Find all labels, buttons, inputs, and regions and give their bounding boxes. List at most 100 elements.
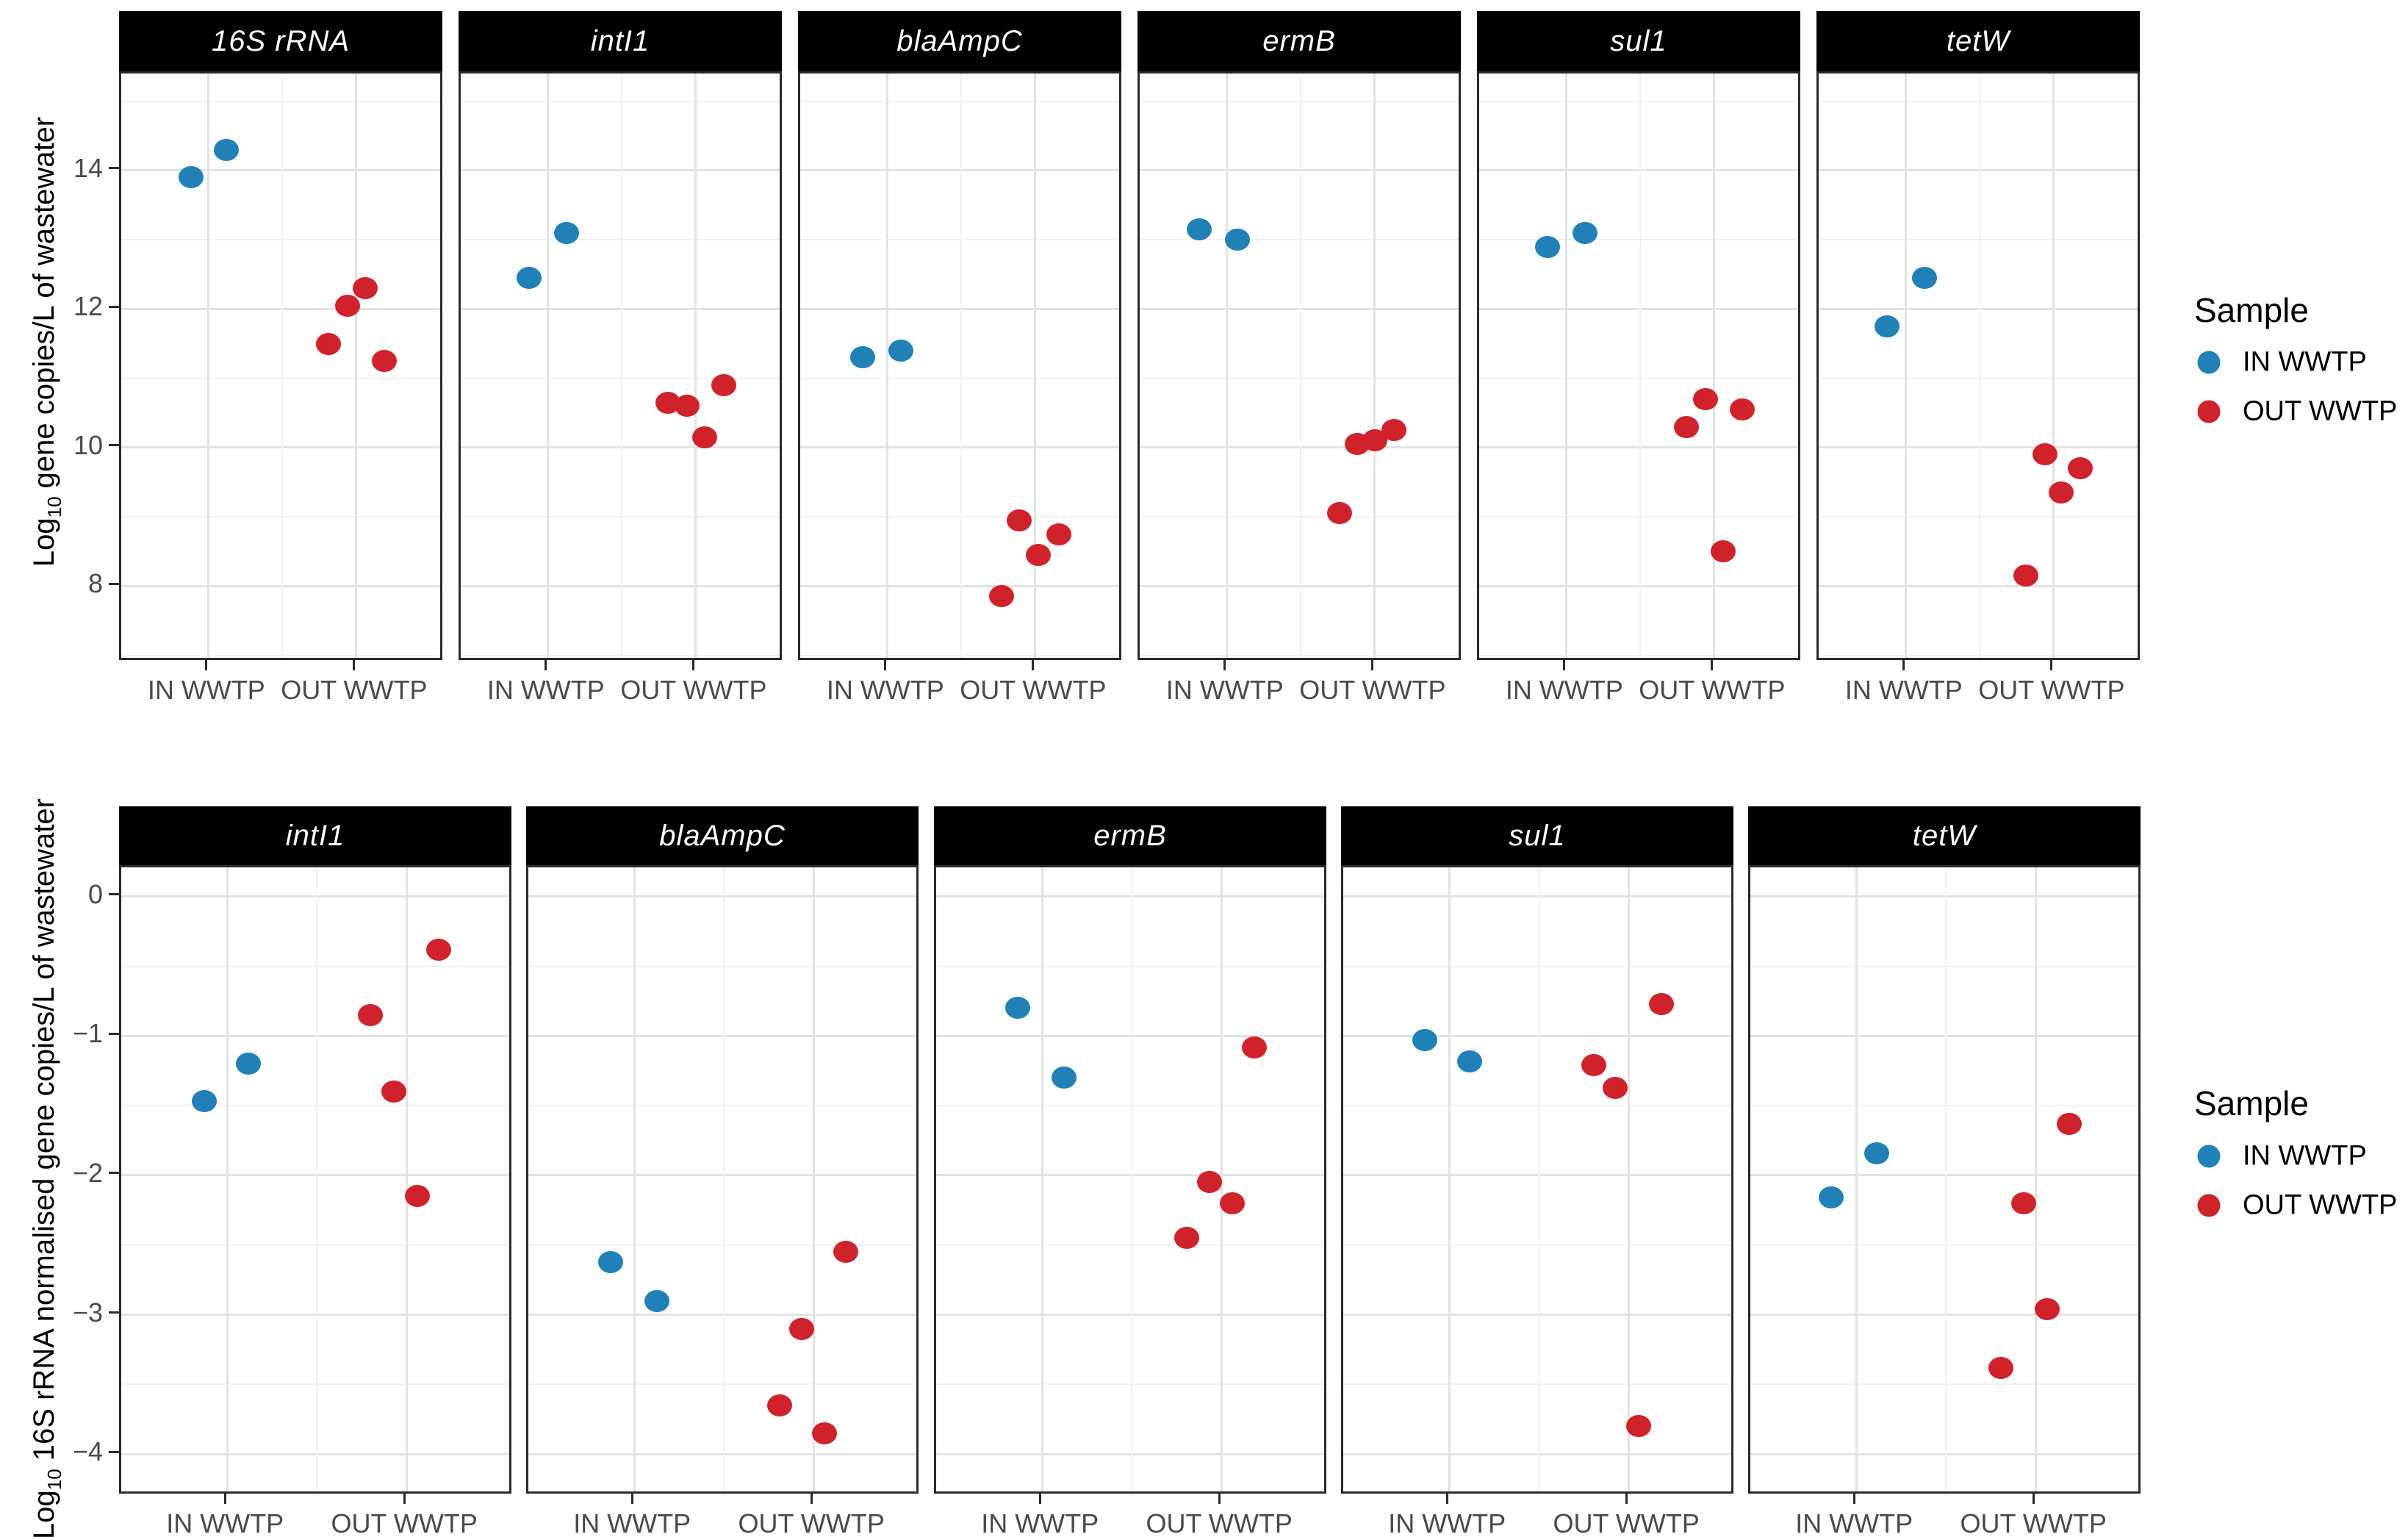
data-point	[1005, 997, 1031, 1020]
gridline-major-horizontal	[1343, 1034, 1731, 1037]
gridline-minor-horizontal	[1140, 239, 1459, 241]
data-point	[1819, 1186, 1844, 1209]
y-tick-label: −3	[72, 1297, 103, 1328]
gridline-major-horizontal	[1479, 307, 1798, 310]
y-tick-mark	[109, 1450, 119, 1453]
data-point	[2034, 1297, 2060, 1320]
x-tick-mark	[2032, 1494, 2035, 1504]
data-point	[178, 166, 204, 189]
gridline-major-horizontal	[528, 1452, 916, 1455]
data-point	[789, 1317, 815, 1340]
x-tick-mark	[1032, 660, 1035, 670]
data-point	[1603, 1076, 1628, 1099]
gridline-major-horizontal	[461, 307, 780, 310]
y-tick-mark	[109, 1311, 119, 1314]
gridline-minor-horizontal	[461, 100, 780, 102]
gridline-major-vertical	[226, 867, 229, 1491]
x-tick-label: OUT WWTP	[1146, 1508, 1293, 1537]
gridline-minor-horizontal	[800, 654, 1119, 656]
legend-entry-label: OUT WWTP	[2243, 395, 2398, 427]
gridline-minor-horizontal	[1140, 100, 1459, 102]
data-point	[1864, 1142, 1890, 1164]
data-point	[598, 1250, 624, 1273]
data-point	[1196, 1171, 1222, 1194]
data-point	[2013, 565, 2038, 587]
data-point	[1710, 540, 1736, 563]
data-point	[1457, 1050, 1483, 1072]
data-point	[1874, 315, 1900, 337]
data-point	[1219, 1192, 1245, 1214]
gridline-minor-horizontal	[461, 239, 780, 241]
gridline-minor-vertical	[316, 867, 318, 1491]
gridline-minor-horizontal	[1479, 377, 1798, 379]
gridline-major-vertical	[1041, 867, 1043, 1491]
gridline-major-horizontal	[1750, 1452, 2138, 1455]
gridline-major-horizontal	[1140, 169, 1459, 172]
legend-title: Sample	[2194, 291, 2309, 329]
data-point	[358, 1003, 384, 1026]
facet-panel	[1748, 865, 2141, 1494]
legend-dot-out-wwtp	[2197, 1194, 2221, 1217]
x-tick-mark	[545, 660, 547, 670]
data-point	[1625, 1415, 1651, 1438]
data-point	[2056, 1112, 2082, 1135]
gridline-minor-horizontal	[461, 377, 780, 379]
data-point	[192, 1090, 218, 1113]
gridline-major-vertical	[1226, 74, 1229, 658]
x-tick-mark	[630, 1494, 633, 1504]
gridline-major-horizontal	[1343, 1452, 1731, 1455]
data-point	[1572, 221, 1597, 244]
gridline-major-vertical	[2052, 74, 2055, 658]
data-point	[1581, 1054, 1606, 1077]
y-tick-label: 8	[87, 568, 103, 599]
data-point	[334, 294, 360, 317]
gridline-major-horizontal	[936, 1174, 1324, 1177]
y-tick-mark	[109, 305, 119, 308]
data-point	[1692, 387, 1718, 410]
facet-strip-header: sul1	[1341, 806, 1733, 865]
gridline-minor-vertical	[621, 74, 623, 658]
gridline-major-vertical	[1905, 74, 1908, 658]
data-point	[691, 426, 717, 448]
gridline-minor-horizontal	[528, 1244, 916, 1246]
gridline-minor-horizontal	[1750, 965, 2138, 967]
gridline-major-horizontal	[800, 446, 1119, 449]
gridline-major-horizontal	[1750, 895, 2138, 898]
data-point	[674, 395, 700, 418]
facet-title: blaAmpC	[896, 24, 1023, 57]
gridline-major-horizontal	[1479, 446, 1798, 449]
legend-dot-out-wwtp	[2197, 400, 2221, 423]
gridline-minor-horizontal	[1343, 1105, 1731, 1107]
gridline-minor-vertical	[1639, 74, 1642, 658]
gridline-major-horizontal	[1750, 1174, 2138, 1177]
x-tick-label: OUT WWTP	[331, 1508, 478, 1537]
gridline-major-horizontal	[461, 584, 780, 587]
x-tick-label: IN WWTP	[1844, 675, 1963, 705]
data-point	[553, 221, 579, 244]
data-point	[1534, 235, 1560, 258]
gridline-major-vertical	[812, 867, 815, 1491]
y-axis-title-subscript: 10	[43, 496, 65, 518]
y-tick-label: −2	[72, 1157, 103, 1188]
facet-title: ermB	[1093, 819, 1167, 852]
gridline-major-vertical	[547, 74, 550, 658]
facet-strip-header: blaAmpC	[798, 11, 1121, 71]
facet-panel	[1477, 71, 1800, 660]
gridline-major-horizontal	[121, 446, 440, 449]
gridline-minor-horizontal	[1343, 1383, 1731, 1386]
facet-panel	[119, 865, 511, 1494]
gridline-major-horizontal	[1750, 1034, 2138, 1037]
gridline-major-horizontal	[528, 895, 916, 898]
data-point	[1046, 523, 1072, 545]
gridline-minor-vertical	[1538, 867, 1540, 1491]
data-point	[1224, 229, 1250, 251]
gridline-major-horizontal	[1819, 446, 2138, 449]
data-point	[315, 332, 341, 355]
gridline-major-vertical	[355, 74, 358, 658]
gridline-major-horizontal	[121, 584, 440, 587]
x-tick-mark	[403, 1494, 406, 1504]
gridline-major-horizontal	[528, 1034, 916, 1037]
gridline-major-vertical	[405, 867, 408, 1491]
x-tick-label: IN WWTP	[486, 675, 605, 705]
facet-title: sul1	[1509, 819, 1566, 852]
